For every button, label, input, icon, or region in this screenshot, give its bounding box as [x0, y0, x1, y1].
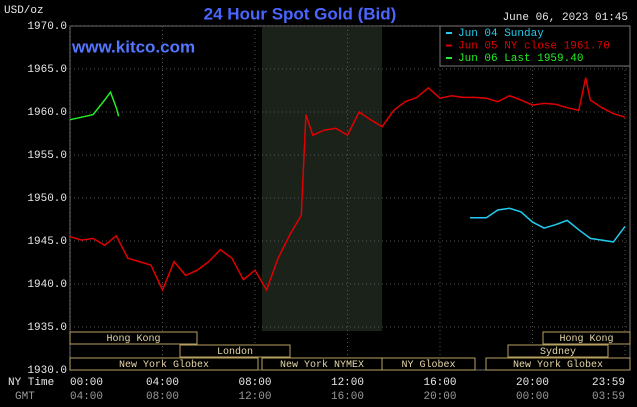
x-tick-label: 20:00 [516, 377, 549, 389]
x-tick-label: 16:00 [423, 377, 456, 389]
session-label: New York NYMEX [280, 359, 364, 371]
session-box [69, 331, 198, 345]
session-label: Hong Kong [106, 334, 160, 345]
session-box [179, 344, 291, 358]
session-label: Hong Kong [559, 334, 613, 345]
x-tick-label: 04:00 [146, 377, 179, 389]
legend-label: Jun 04 Sunday [458, 28, 544, 40]
session-box [381, 357, 476, 371]
x-axis-label: NY Time [8, 377, 54, 389]
y-tick-label: 1950.0 [27, 193, 67, 205]
session-box [485, 357, 631, 371]
x-tick-label: 12:00 [331, 377, 364, 389]
x-tick-label: 08:00 [238, 377, 271, 389]
y-tick-label: 1945.0 [27, 236, 67, 248]
y-tick-label: 1970.0 [27, 21, 67, 33]
x2-tick-label: 04:00 [70, 391, 103, 403]
y-axis-label: USD/oz [4, 5, 44, 17]
y-tick-label: 1940.0 [27, 279, 67, 291]
nymex-shade [262, 27, 382, 331]
x-tick-label: 23:59 [592, 377, 625, 389]
y-tick-label: 1960.0 [27, 107, 67, 119]
session-box [542, 331, 631, 345]
legend-label: Jun 06 Last 1959.40 [458, 53, 583, 65]
y-tick-label: 1955.0 [27, 150, 67, 162]
session-label: New York Globex [119, 359, 209, 371]
x2-tick-label: 20:00 [423, 391, 456, 403]
x-tick-label: 00:00 [70, 377, 103, 389]
y-tick-label: 1965.0 [27, 64, 67, 76]
session-box [507, 344, 609, 358]
x2-tick-label: 12:00 [238, 391, 271, 403]
series-line [470, 207, 626, 243]
x2-tick-label: 00:00 [516, 391, 549, 403]
series-line [69, 90, 120, 121]
x2-tick-label: 08:00 [146, 391, 179, 403]
x2-tick-label: 03:59 [592, 391, 625, 403]
session-label: New York Globex [513, 359, 603, 371]
session-label: London [217, 346, 253, 358]
x2-tick-label: 16:00 [331, 391, 364, 403]
x2-axis-label: GMT [15, 391, 35, 403]
series-line [69, 77, 626, 292]
session-label: Sydney [540, 346, 576, 358]
session-label: NY Globex [401, 359, 455, 371]
session-box [69, 357, 259, 371]
legend-label: Jun 05 NY close 1961.70 [458, 40, 610, 52]
y-tick-label: 1935.0 [27, 322, 67, 334]
legend-box [439, 25, 631, 67]
y-tick-label: 1930.0 [27, 365, 67, 377]
watermark: www.kitco.com [71, 37, 195, 56]
timestamp: June 06, 2023 01:45 [503, 12, 628, 24]
chart-title: 24 Hour Spot Gold (Bid) [204, 4, 397, 23]
